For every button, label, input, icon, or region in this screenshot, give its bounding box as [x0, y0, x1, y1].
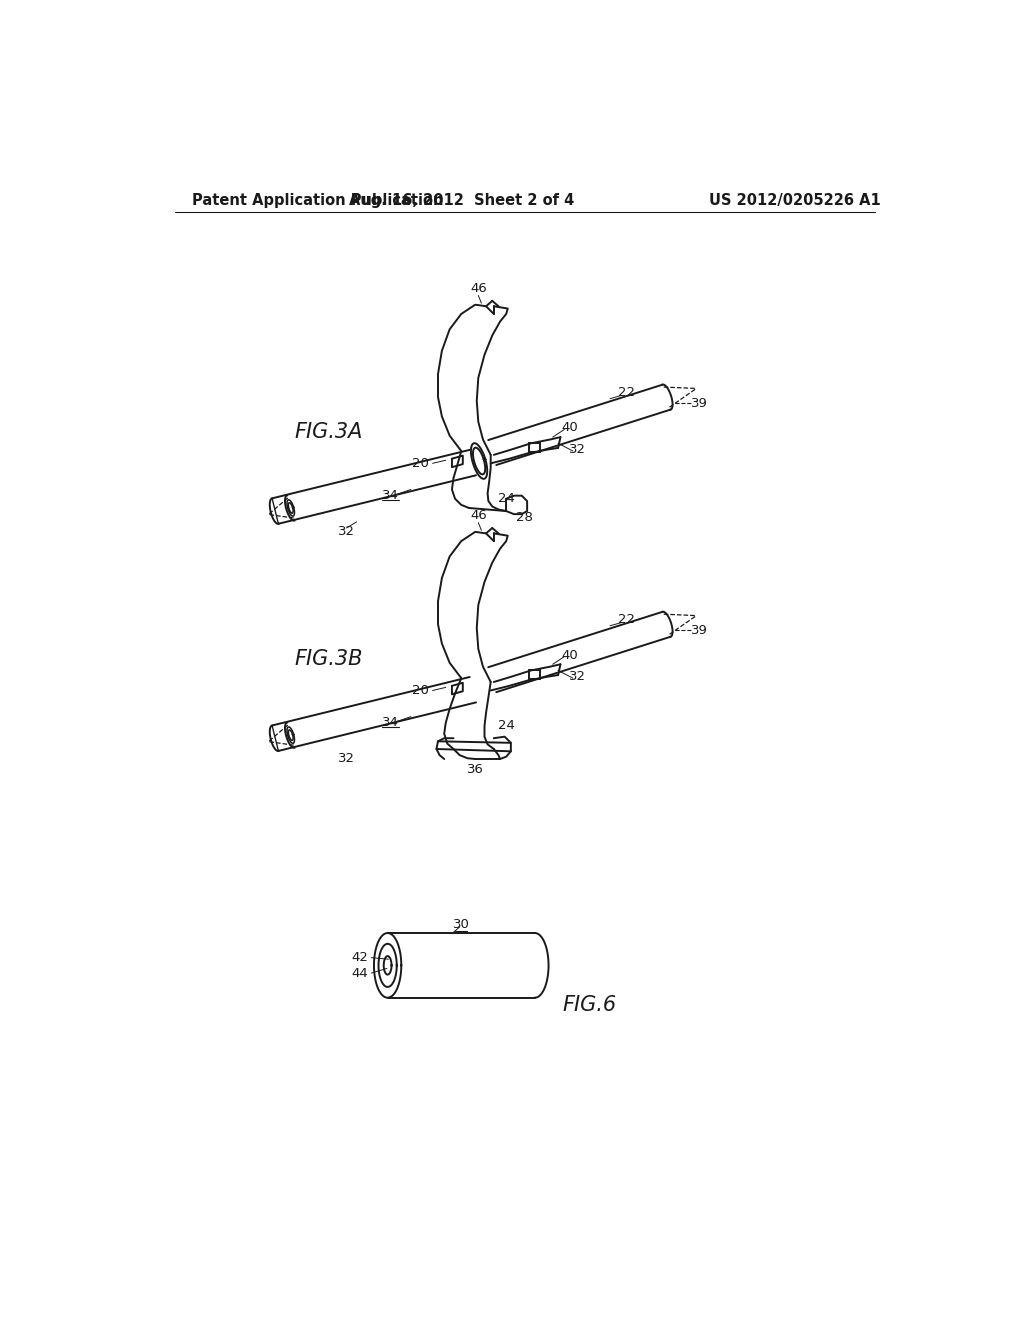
Text: 40: 40 — [561, 648, 579, 661]
Text: 36: 36 — [467, 763, 483, 776]
Text: 32: 32 — [338, 751, 355, 764]
Text: FIG.6: FIG.6 — [562, 995, 616, 1015]
Text: 42: 42 — [351, 952, 369, 964]
Text: 32: 32 — [569, 444, 586, 455]
Text: 34: 34 — [382, 490, 398, 502]
Text: 39: 39 — [690, 397, 708, 409]
Text: 20: 20 — [412, 684, 429, 697]
Text: 46: 46 — [471, 281, 487, 294]
Text: FIG.3A: FIG.3A — [295, 422, 362, 442]
Text: Aug. 16, 2012  Sheet 2 of 4: Aug. 16, 2012 Sheet 2 of 4 — [348, 193, 573, 209]
Text: 40: 40 — [561, 421, 579, 434]
Text: 22: 22 — [617, 612, 635, 626]
Text: 39: 39 — [690, 624, 708, 638]
Text: 20: 20 — [412, 457, 429, 470]
Text: 32: 32 — [569, 671, 586, 684]
Text: 28: 28 — [516, 511, 534, 524]
Text: 24: 24 — [499, 492, 515, 506]
Text: US 2012/0205226 A1: US 2012/0205226 A1 — [710, 193, 881, 209]
Text: FIG.3B: FIG.3B — [295, 649, 364, 669]
Text: 44: 44 — [351, 966, 369, 979]
Text: 46: 46 — [471, 508, 487, 521]
Text: Patent Application Publication: Patent Application Publication — [191, 193, 443, 209]
Text: 24: 24 — [499, 719, 515, 733]
Text: 22: 22 — [617, 385, 635, 399]
Text: 30: 30 — [453, 917, 470, 931]
Text: 34: 34 — [382, 717, 398, 730]
Text: 32: 32 — [338, 524, 355, 537]
